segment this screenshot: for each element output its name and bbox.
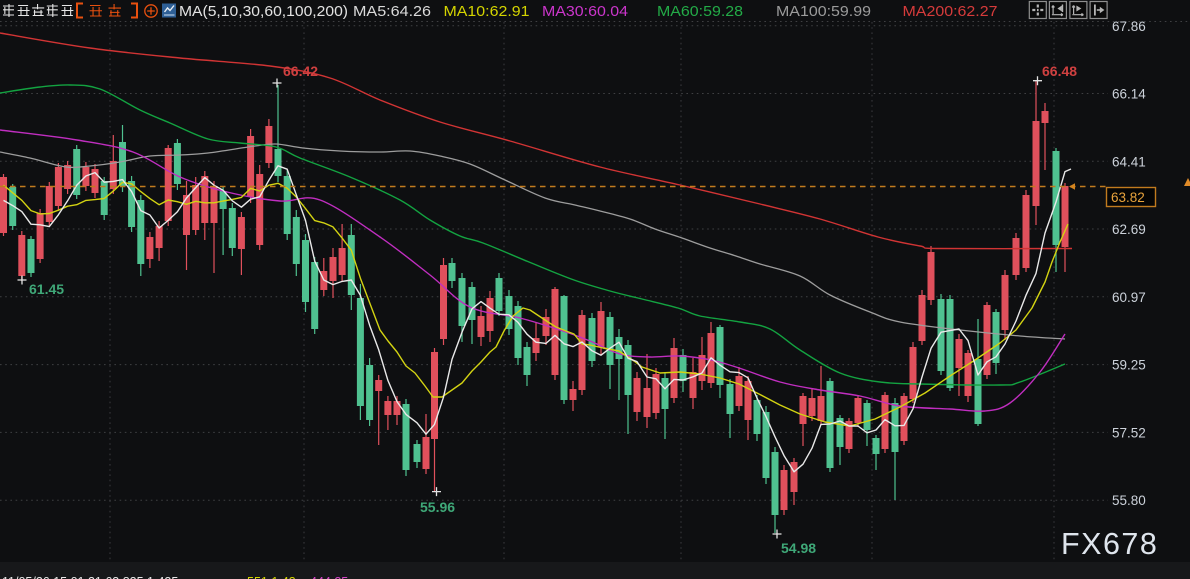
- svg-text:551 1.43: 551 1.43: [247, 575, 296, 579]
- svg-text:MA10:62.91: MA10:62.91: [444, 3, 530, 20]
- svg-text:57.52: 57.52: [1112, 425, 1146, 440]
- svg-text:MA100:59.99: MA100:59.99: [776, 3, 871, 20]
- svg-text:61.45: 61.45: [29, 281, 64, 297]
- svg-text:63.82: 63.82: [1111, 190, 1145, 205]
- svg-text:66.42: 66.42: [283, 63, 318, 79]
- svg-text:60.97: 60.97: [1112, 290, 1146, 305]
- svg-text:62.69: 62.69: [1112, 222, 1146, 237]
- svg-text:54.98: 54.98: [781, 540, 816, 556]
- svg-text:FX678: FX678: [1061, 527, 1158, 561]
- svg-text:66.14: 66.14: [1112, 87, 1146, 102]
- svg-text:11/05/26 15:01:21 63.825 1.425: 11/05/26 15:01:21 63.825 1.425: [2, 575, 178, 579]
- svg-text:MA(5,10,30,60,100,200): MA(5,10,30,60,100,200): [179, 3, 348, 20]
- svg-text:66.48: 66.48: [1042, 63, 1077, 79]
- svg-text:55.80: 55.80: [1112, 493, 1146, 508]
- svg-text:59.25: 59.25: [1112, 358, 1146, 373]
- svg-text:MA60:59.28: MA60:59.28: [657, 3, 743, 20]
- svg-text:67.86: 67.86: [1112, 19, 1146, 34]
- svg-text:444.25: 444.25: [310, 575, 348, 579]
- svg-text:MA200:62.27: MA200:62.27: [903, 3, 998, 20]
- svg-text:MA5:64.26: MA5:64.26: [353, 3, 431, 20]
- svg-text:64.41: 64.41: [1112, 154, 1146, 169]
- svg-text:55.96: 55.96: [420, 499, 455, 515]
- svg-text:MA30:60.04: MA30:60.04: [542, 3, 628, 20]
